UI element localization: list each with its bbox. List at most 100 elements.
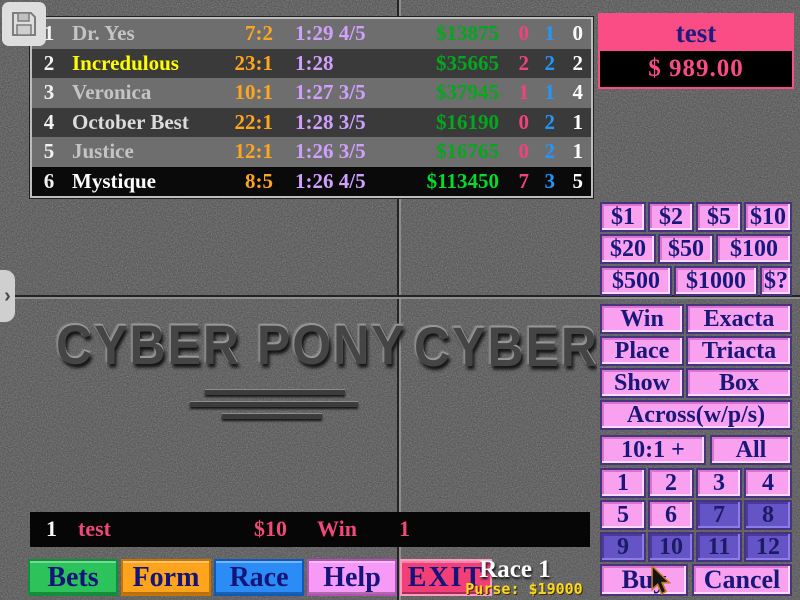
amount-button-50[interactable]: $50	[658, 234, 714, 264]
horse-shows: 1	[572, 139, 584, 164]
horse-select-button-2[interactable]: 2	[648, 468, 694, 498]
amount-button-2[interactable]: $2	[648, 202, 694, 232]
horse-name: Justice	[72, 139, 134, 164]
horse-shows: 2	[572, 50, 584, 75]
bet-type-across-button[interactable]: Across(w/p/s)	[600, 400, 792, 430]
horse-number: 2	[43, 50, 55, 75]
amount-button-100[interactable]: $100	[716, 234, 792, 264]
cancel-button[interactable]: Cancel	[692, 564, 792, 596]
account-panel: test $ 989.00	[598, 13, 794, 89]
horse-select-button-10[interactable]: 10	[648, 532, 694, 562]
horse-wins: 0	[518, 21, 530, 46]
horse-row[interactable]: 1 Dr. Yes 7:2 1:29 4/5 $13875 0 1 0	[32, 19, 591, 49]
horse-name: Incredulous	[72, 50, 179, 75]
account-name: test	[600, 15, 792, 51]
bet-slip-horse-number: 1	[46, 516, 57, 541]
horse-places: 1	[544, 80, 556, 105]
horse-places: 2	[544, 50, 556, 75]
horse-select-button-12[interactable]: 12	[744, 532, 792, 562]
race-number-label: Race 1	[479, 556, 551, 583]
horse-earnings: $16765	[436, 139, 499, 164]
amount-button-1000[interactable]: $1000	[674, 266, 758, 296]
horse-wins: 0	[518, 109, 530, 134]
horse-wins: 7	[518, 168, 530, 193]
horse-select-button-7[interactable]: 7	[696, 500, 742, 530]
form-button[interactable]: Form	[121, 559, 211, 596]
horse-earnings: $37945	[436, 80, 499, 105]
horse-name: Veronica	[72, 80, 152, 105]
save-icon	[12, 12, 36, 36]
horse-select-button-1[interactable]: 1	[600, 468, 646, 498]
race-button[interactable]: Race	[214, 559, 304, 596]
odds-filter-10-1-plus-button[interactable]: 10:1 +	[600, 435, 706, 465]
horse-row[interactable]: 3 Veronica 10:1 1:27 3/5 $37945 1 1 4	[32, 78, 591, 108]
amount-button-1[interactable]: $1	[600, 202, 646, 232]
bet-type-place-button[interactable]: Place	[600, 336, 684, 366]
buy-button[interactable]: Buy	[600, 564, 688, 596]
horse-places: 1	[544, 21, 556, 46]
exit-button[interactable]: EXIT	[400, 559, 492, 596]
amount-button-5[interactable]: $5	[696, 202, 742, 232]
bet-type-triacta-button[interactable]: Triacta	[686, 336, 792, 366]
horse-shows: 0	[572, 21, 584, 46]
horse-earnings: $35665	[436, 50, 499, 75]
bet-type-exacta-button[interactable]: Exacta	[686, 304, 792, 334]
horse-name: Mystique	[72, 168, 156, 193]
horse-odds: 23:1	[234, 50, 274, 75]
bet-slip-type: Win	[317, 516, 357, 541]
bet-slip-amount: $10	[254, 516, 287, 541]
background-tile-seam-vertical	[397, 0, 401, 600]
amount-button-10[interactable]: $10	[744, 202, 792, 232]
horse-select-button-5[interactable]: 5	[600, 500, 646, 530]
horse-earnings: $16190	[436, 109, 499, 134]
horse-best-time: 1:29 4/5	[295, 21, 366, 46]
horse-number: 6	[43, 168, 55, 193]
odds-filter-all-button[interactable]: All	[710, 435, 792, 465]
sidebar-expand-tab[interactable]: ›	[0, 270, 15, 322]
horse-best-time: 1:27 3/5	[295, 80, 366, 105]
horse-row[interactable]: 2 Incredulous 23:1 1:28 $35665 2 2 2	[32, 48, 591, 78]
horse-best-time: 1:26 4/5	[295, 168, 366, 193]
horse-shows: 5	[572, 168, 584, 193]
horse-odds: 10:1	[234, 80, 274, 105]
horse-select-button-11[interactable]: 11	[696, 532, 742, 562]
horse-row[interactable]: 5 Justice 12:1 1:26 3/5 $16765 0 2 1	[32, 137, 591, 167]
horse-shows: 4	[572, 80, 584, 105]
horse-best-time: 1:26 3/5	[295, 139, 366, 164]
horse-row[interactable]: 4 October Best 22:1 1:28 3/5 $16190 0 2 …	[32, 107, 591, 137]
horse-name: October Best	[72, 109, 189, 134]
purse-label: Purse: $19000	[465, 580, 583, 598]
embossed-subtitle-line	[205, 390, 345, 395]
background-tile-seam-horizontal	[0, 295, 800, 299]
help-button[interactable]: Help	[307, 559, 397, 596]
horse-select-button-8[interactable]: 8	[744, 500, 792, 530]
bets-button[interactable]: Bets	[28, 559, 118, 596]
save-button[interactable]	[2, 2, 46, 46]
horse-select-button-6[interactable]: 6	[648, 500, 694, 530]
horse-wins: 2	[518, 50, 530, 75]
embossed-subtitle-line	[222, 414, 322, 419]
horse-best-time: 1:28 3/5	[295, 109, 366, 134]
horse-places: 3	[544, 168, 556, 193]
bet-slip-bar: 1 test $10 Win 1	[30, 512, 590, 547]
amount-button-20[interactable]: $20	[600, 234, 656, 264]
horse-select-button-4[interactable]: 4	[744, 468, 792, 498]
bet-type-box-button[interactable]: Box	[686, 368, 792, 398]
horse-number: 4	[43, 109, 55, 134]
horse-shows: 1	[572, 109, 584, 134]
amount-button-any[interactable]: $?	[760, 266, 792, 296]
horse-row[interactable]: 6 Mystique 8:5 1:26 4/5 $113450 7 3 5	[32, 166, 591, 196]
horse-odds: 22:1	[234, 109, 274, 134]
horse-odds: 7:2	[245, 21, 273, 46]
horse-name: Dr. Yes	[72, 21, 135, 46]
amount-button-500[interactable]: $500	[600, 266, 672, 296]
cyber-pony-embossed-logo-clipped: CYBER PONY	[414, 315, 597, 379]
horse-number: 1	[43, 21, 55, 46]
horse-select-button-9[interactable]: 9	[600, 532, 646, 562]
bet-type-show-button[interactable]: Show	[600, 368, 684, 398]
bet-type-win-button[interactable]: Win	[600, 304, 684, 334]
bet-slip-bettor-name: test	[78, 516, 111, 541]
horse-number: 5	[43, 139, 55, 164]
horse-select-button-3[interactable]: 3	[696, 468, 742, 498]
